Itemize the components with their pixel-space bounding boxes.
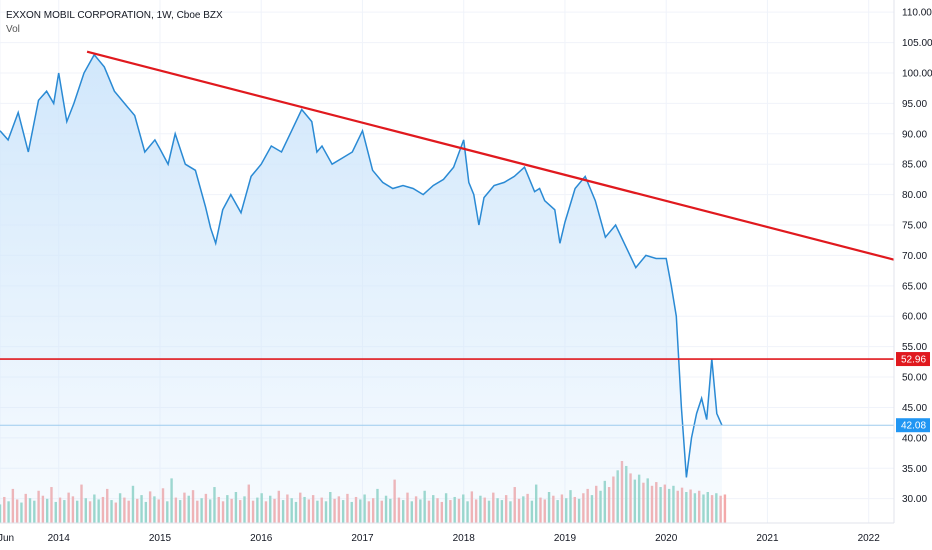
x-tick-label: 2019 xyxy=(554,533,577,544)
price-badges: 52.96 42.08 xyxy=(896,352,930,433)
y-tick-label: 95.00 xyxy=(902,99,927,110)
x-tick-label: Jun xyxy=(0,533,14,544)
current-price-badge-bg xyxy=(896,418,930,433)
y-tick-label: 55.00 xyxy=(902,342,927,353)
level-price-badge: 52.96 xyxy=(901,355,926,366)
y-tick-label: 80.00 xyxy=(902,190,927,201)
price-line xyxy=(0,53,723,478)
y-tick-label: 70.00 xyxy=(902,251,927,262)
volume-bar xyxy=(723,494,727,523)
y-tick-label: 60.00 xyxy=(902,312,927,323)
y-tick-label: 35.00 xyxy=(902,464,927,475)
y-tick-label: 65.00 xyxy=(902,281,927,292)
y-tick-label: 45.00 xyxy=(902,403,927,414)
current-price-badge: 42.08 xyxy=(901,421,926,432)
chart-legend: EXXON MOBIL CORPORATION, 1W, Cboe BZX Vo… xyxy=(6,9,223,37)
volume-label[interactable]: Vol xyxy=(6,24,20,35)
x-tick-label: 2020 xyxy=(655,533,678,544)
y-tick-label: 30.00 xyxy=(902,494,927,505)
x-tick-label: 2018 xyxy=(453,533,476,544)
x-tick-label: 2016 xyxy=(250,533,273,544)
level-price-badge-bg xyxy=(896,352,930,367)
symbol-title[interactable]: EXXON MOBIL CORPORATION, 1W, Cboe BZX xyxy=(6,10,223,21)
trend-line[interactable] xyxy=(86,50,895,261)
y-tick-label: 50.00 xyxy=(902,373,927,384)
y-tick-label: 90.00 xyxy=(902,129,927,140)
x-tick-label: 2017 xyxy=(351,533,374,544)
y-tick-label: 105.00 xyxy=(902,38,932,49)
y-tick-label: 100.00 xyxy=(902,68,932,79)
y-tick-label: 85.00 xyxy=(902,160,927,171)
x-tick-label: 2021 xyxy=(756,533,779,544)
y-tick-label: 110.00 xyxy=(902,8,932,19)
y-tick-label: 40.00 xyxy=(902,433,927,444)
time-axis[interactable]: Jun 2014 2015 2016 2017 2018 2019 2020 2021 2022 xyxy=(0,533,880,544)
x-tick-label: 2014 xyxy=(48,533,71,544)
y-tick-label: 75.00 xyxy=(902,221,927,232)
price-axis[interactable]: 110.00 105.00 100.00 95.00 90.00 85.00 80.00 75… xyxy=(902,8,932,506)
price-area xyxy=(0,54,722,523)
x-tick-label: 2022 xyxy=(858,533,881,544)
x-tick-label: 2015 xyxy=(149,533,172,544)
